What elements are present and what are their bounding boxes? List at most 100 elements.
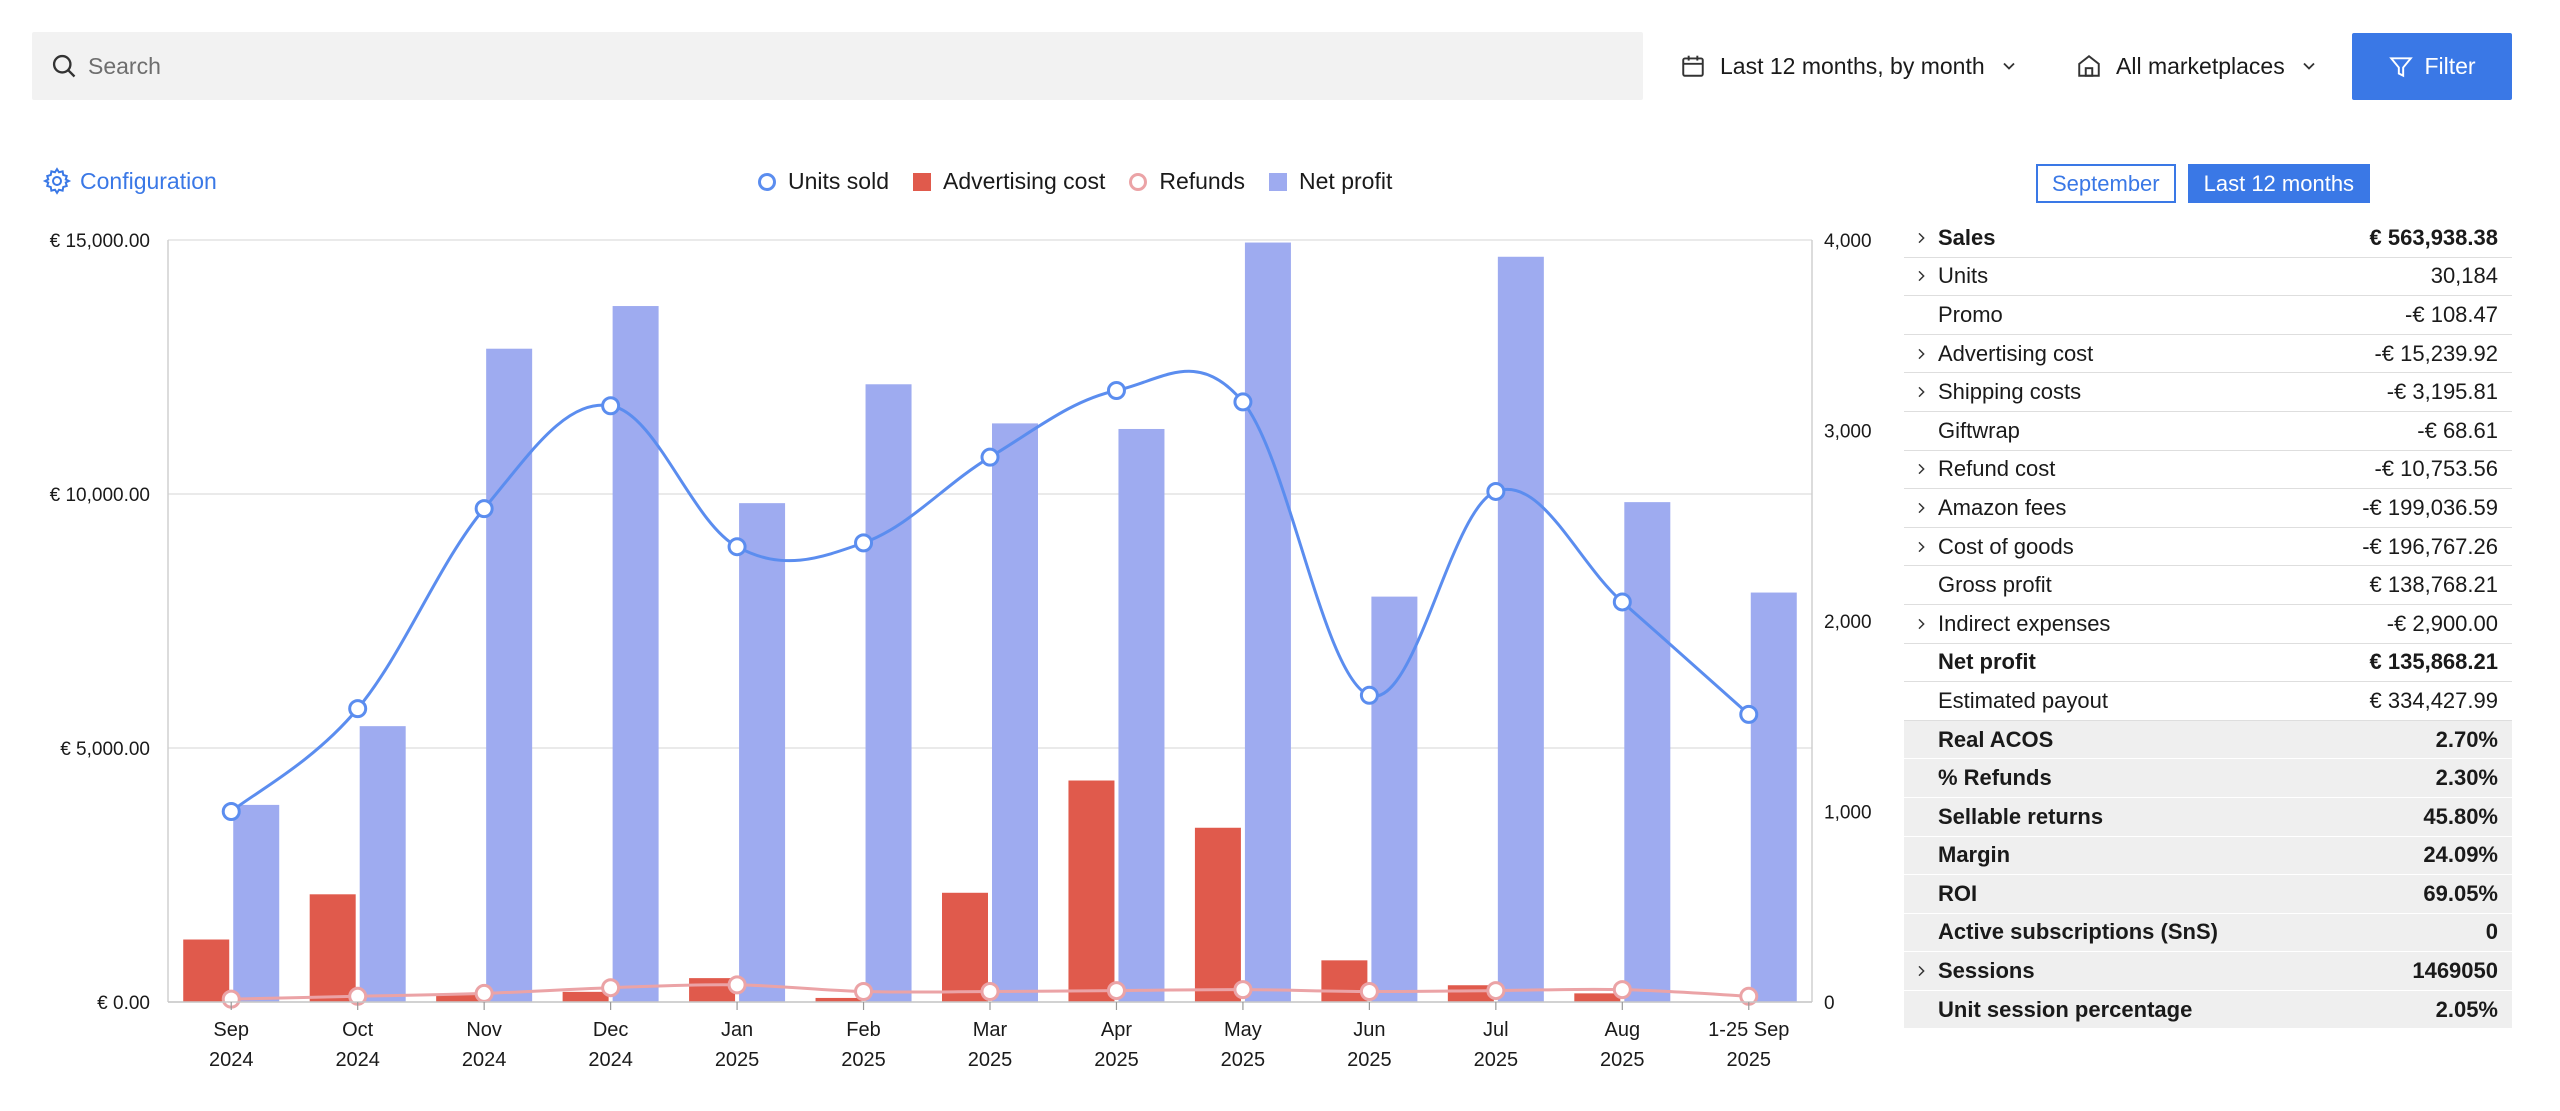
summary-row[interactable]: Units 30,184 [1904,258,2512,297]
marketplace-dropdown[interactable]: All marketplaces [2076,44,2319,88]
summary-row-left: Net profit [1904,649,2036,675]
y-left-tick-label: € 0.00 [97,993,150,1014]
x-tick-label-year: 2025 [841,1049,886,1071]
bar-net-profit [1244,242,1291,1003]
legend-advertising-cost[interactable]: Advertising cost [912,168,1105,195]
search-input[interactable] [88,52,1588,80]
summary-row-label: Promo [1938,301,2003,327]
legend-refunds[interactable]: Refunds [1129,168,1245,195]
point-refunds [980,982,1000,1002]
bar-net-profit [1118,428,1165,1002]
x-tick-label: Apr [1101,1019,1132,1041]
bar-net-profit [1750,592,1797,1002]
x-tick-label-year: 2024 [588,1049,633,1071]
chevron-right-icon[interactable] [1904,500,1938,516]
summary-row-left: Margin [1904,842,2010,868]
summary-row-value: € 563,938.38 [2369,224,2498,250]
y-right-tick-label: 3,000 [1824,422,1872,443]
x-tick-label: Jul [1483,1019,1509,1041]
series-lines [221,369,1759,1009]
chevron-right-icon[interactable] [1904,963,1938,979]
summary-row[interactable]: Advertising cost -€ 15,239.92 [1904,335,2512,374]
summary-row: % Refunds 2.30% [1904,759,2512,798]
point-units-sold [1106,380,1126,400]
summary-row-left: Amazon fees [1904,495,2066,521]
date-range-dropdown[interactable]: Last 12 months, by month [1680,44,2019,88]
summary-row[interactable]: Cost of goods -€ 196,767.26 [1904,528,2512,567]
period-last-12-months-button[interactable]: Last 12 months [2187,164,2371,203]
legend-circle-icon [758,172,776,191]
summary-row-label: Sales [1938,224,1996,250]
legend-units-sold[interactable]: Units sold [758,168,889,195]
legend-circle-icon [1129,172,1148,191]
summary-row: Gross profit € 138,768.21 [1904,566,2512,605]
summary-row-value: -€ 196,767.26 [2362,533,2498,559]
summary-row-label: Estimated payout [1938,687,2108,713]
chevron-right-icon[interactable] [1904,539,1938,555]
period-september-button[interactable]: September [2036,164,2176,203]
point-units-sold [1739,704,1759,724]
chevron-right-icon[interactable] [1904,346,1938,362]
summary-row[interactable]: Amazon fees -€ 199,036.59 [1904,489,2512,528]
configuration-label: Configuration [80,167,217,194]
summary-row[interactable]: Indirect expenses -€ 2,900.00 [1904,605,2512,644]
summary-row-label: Real ACOS [1938,726,2054,752]
summary-row-label: Giftwrap [1938,417,2020,443]
search-box[interactable] [32,32,1643,100]
point-units-sold [1359,685,1379,705]
x-tick-label: Dec [593,1019,629,1041]
summary-row-value: -€ 3,195.81 [2386,379,2498,405]
bar-advertising-cost [309,894,356,1002]
chevron-right-icon[interactable] [1904,384,1938,400]
summary-row[interactable]: Refund cost -€ 10,753.56 [1904,451,2512,490]
summary-row-value: -€ 68.61 [2417,417,2498,443]
summary-row-left: Cost of goods [1904,534,2074,560]
x-tick-label: Nov [466,1019,502,1041]
bar-advertising-cost [1068,780,1115,1002]
bar-net-profit [992,423,1038,1002]
bar-net-profit [486,348,533,1002]
summary-row: Unit session percentage 2.05% [1904,990,2512,1030]
summary-row-left: Refund cost [1904,456,2055,482]
x-tick-label-year: 2025 [715,1049,760,1071]
summary-row[interactable]: Sales € 563,938.38 [1904,219,2512,258]
chevron-right-icon[interactable] [1904,616,1938,632]
summary-row: Estimated payout € 334,427.99 [1904,682,2512,721]
chevron-right-icon[interactable] [1904,230,1938,246]
summary-row-label: Shipping costs [1938,379,2082,405]
summary-row-label: Refund cost [1938,456,2056,482]
y-left-tick-label: € 10,000.00 [50,485,150,506]
summary-row-label: Gross profit [1938,572,2052,598]
point-refunds [1359,982,1379,1002]
summary-row-left: Sessions [1904,958,2035,984]
point-units-sold [601,396,621,416]
legend-label: Net profit [1299,168,1393,194]
legend-net-profit[interactable]: Net profit [1269,168,1392,195]
summary-row-value: 2.05% [2435,996,2498,1022]
summary-row-value: -€ 15,239.92 [2374,340,2498,366]
summary-row-value: 30,184 [2430,263,2498,289]
summary-row-left: Real ACOS [1904,727,2053,753]
configuration-link[interactable]: Configuration [42,166,217,196]
summary-row-left: Gross profit [1904,572,2052,598]
summary-row-label: Net profit [1938,649,2036,675]
summary-row-left: Giftwrap [1904,418,2020,444]
point-refunds [601,978,621,998]
summary-row-value: € 135,868.21 [2369,649,2498,675]
summary-row-value: 45.80% [2423,803,2498,829]
legend-square-icon [912,172,931,191]
x-tick-label-year: 2025 [1600,1049,1645,1071]
bar-advertising-cost [436,993,483,1002]
chevron-down-icon [2003,62,2015,70]
filter-button[interactable]: Filter [2352,33,2512,100]
bar-net-profit [233,804,280,1002]
summary-row[interactable]: Shipping costs -€ 3,195.81 [1904,373,2512,412]
chevron-right-icon[interactable] [1904,461,1938,477]
summary-row-label: Advertising cost [1938,340,2094,366]
point-refunds [1106,981,1126,1001]
gear-icon [42,167,72,195]
chevron-right-icon[interactable] [1904,268,1938,284]
x-tick-label: May [1224,1019,1262,1041]
summary-row[interactable]: Sessions 1469050 [1904,952,2512,991]
x-tick-label: Sep [213,1019,249,1041]
